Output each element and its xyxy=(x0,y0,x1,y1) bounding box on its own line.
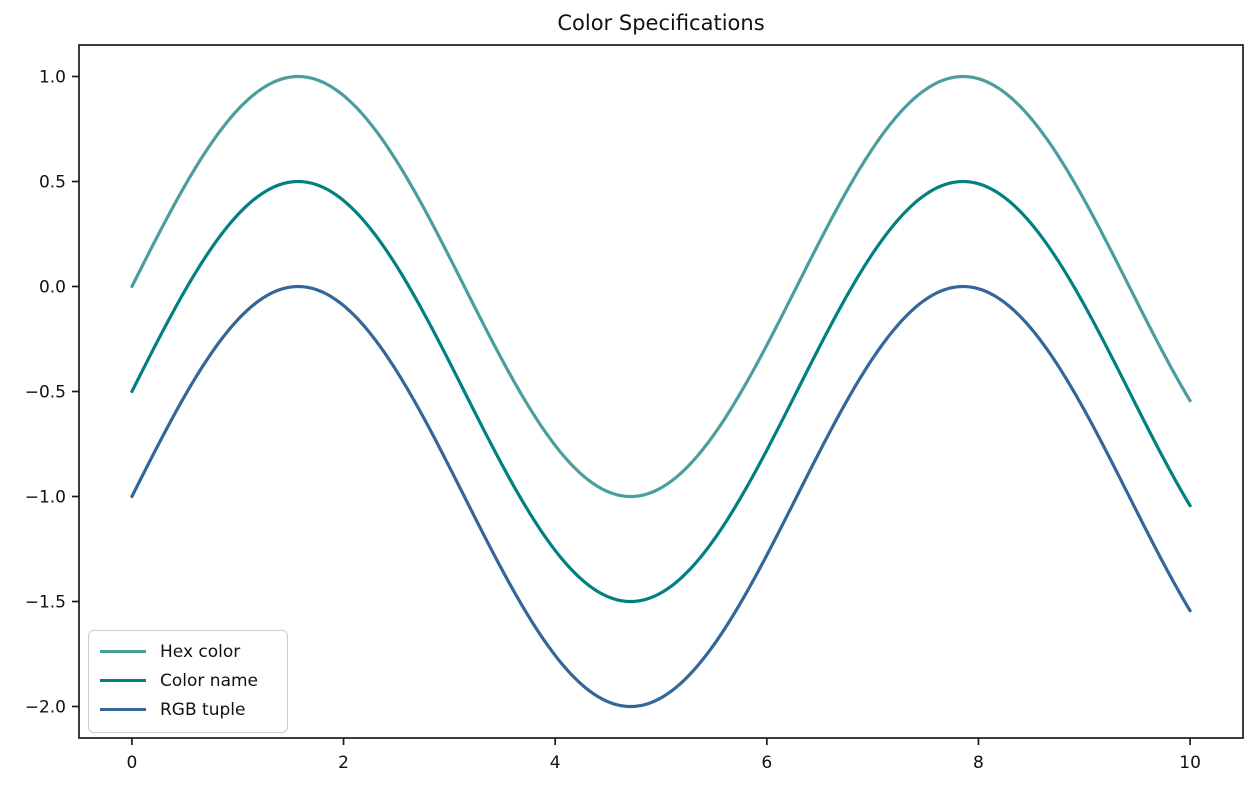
y-tick-label: 0.0 xyxy=(39,278,66,298)
legend-swatch-color-name xyxy=(100,678,146,683)
legend-label-rgb-tuple: RGB tuple xyxy=(160,699,246,720)
legend-item-rgb-tuple: RGB tuple xyxy=(100,695,275,724)
legend-item-hex-color: Hex color xyxy=(100,637,275,666)
legend-item-color-name: Color name xyxy=(100,666,275,695)
y-tick-label: 1.0 xyxy=(39,68,66,88)
legend-swatch-rgb-tuple xyxy=(100,707,146,712)
x-tick-label: 4 xyxy=(550,753,561,773)
legend-swatch-hex-color xyxy=(100,649,146,654)
x-tick-label: 0 xyxy=(126,753,137,773)
legend: Hex color Color name RGB tuple xyxy=(88,630,288,733)
legend-label-hex-color: Hex color xyxy=(160,641,241,662)
y-tick-label: −1.5 xyxy=(25,593,66,613)
series-line-rgb-tuple xyxy=(130,284,1192,709)
chart-title: Color Specifications xyxy=(557,11,765,35)
y-tick-label: 0.5 xyxy=(39,173,66,193)
y-tick-label: −0.5 xyxy=(25,383,66,403)
x-tick-label: 8 xyxy=(973,753,984,773)
y-tick-label: −2.0 xyxy=(25,698,66,718)
x-tick-label: 10 xyxy=(1179,753,1201,773)
series-line-color-name xyxy=(130,179,1192,604)
series-line-hex-color xyxy=(130,74,1192,499)
legend-label-color-name: Color name xyxy=(160,670,258,691)
x-tick-label: 2 xyxy=(338,753,349,773)
y-tick-label: −1.0 xyxy=(25,488,66,508)
x-tick-label: 6 xyxy=(761,753,772,773)
